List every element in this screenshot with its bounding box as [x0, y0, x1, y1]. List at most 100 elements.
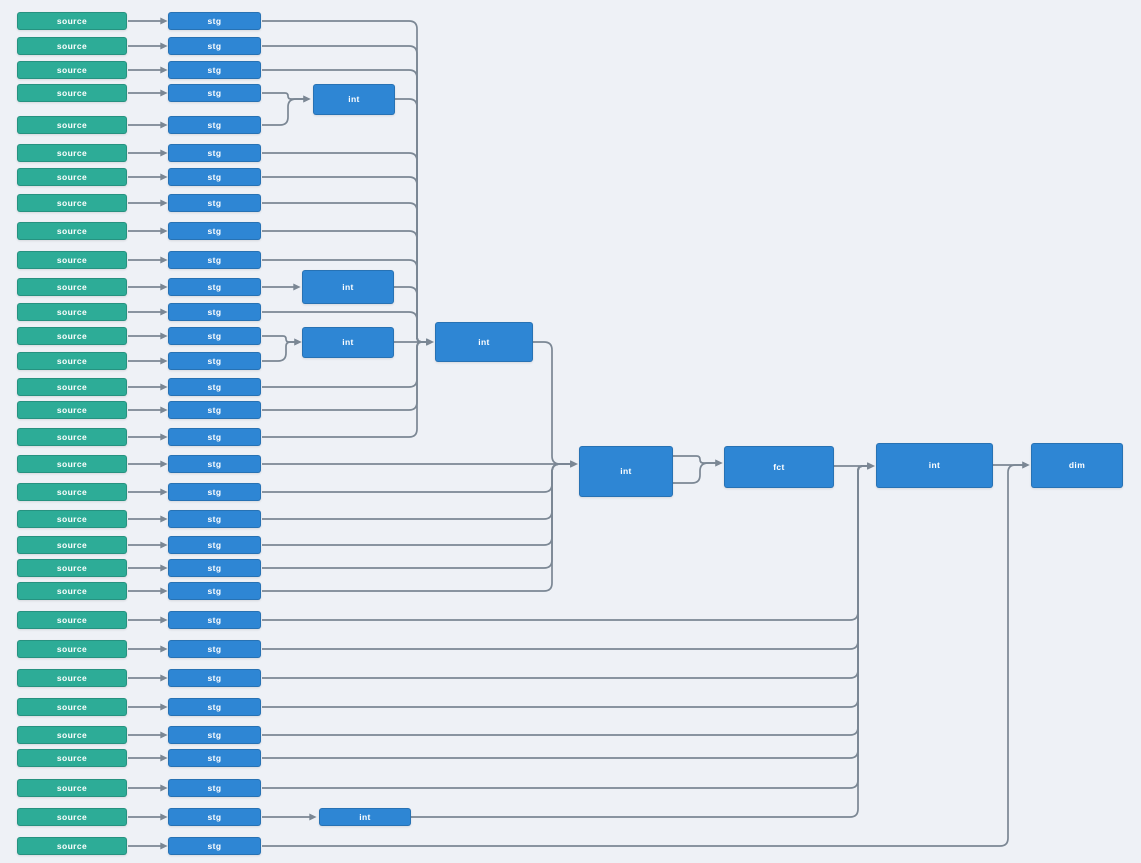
node-source-23[interactable]: source — [17, 582, 127, 600]
node-stg-31[interactable]: stg — [168, 808, 261, 826]
node-label: stg — [207, 431, 222, 442]
node-label: source — [56, 585, 88, 596]
node-int-d[interactable]: int — [435, 322, 533, 362]
node-stg-11[interactable]: stg — [168, 278, 261, 296]
node-label: stg — [207, 281, 222, 292]
node-fct[interactable]: fct — [724, 446, 834, 488]
node-source-17[interactable]: source — [17, 428, 127, 446]
node-label: stg — [207, 15, 222, 26]
node-stg-30[interactable]: stg — [168, 779, 261, 797]
node-stg-4[interactable]: stg — [168, 84, 261, 102]
node-label: source — [56, 752, 88, 763]
node-source-10[interactable]: source — [17, 251, 127, 269]
node-stg-12[interactable]: stg — [168, 303, 261, 321]
edge — [411, 462, 875, 818]
node-stg-14[interactable]: stg — [168, 352, 261, 370]
node-source-9[interactable]: source — [17, 222, 127, 240]
node-stg-17[interactable]: stg — [168, 428, 261, 446]
node-source-20[interactable]: source — [17, 510, 127, 528]
node-label: stg — [207, 486, 222, 497]
node-stg-15[interactable]: stg — [168, 378, 261, 396]
node-source-30[interactable]: source — [17, 779, 127, 797]
node-label: stg — [207, 539, 222, 550]
node-int-e[interactable]: int — [579, 446, 673, 497]
node-source-14[interactable]: source — [17, 352, 127, 370]
node-stg-28[interactable]: stg — [168, 726, 261, 744]
node-source-6[interactable]: source — [17, 144, 127, 162]
node-label: stg — [207, 672, 222, 683]
node-source-27[interactable]: source — [17, 698, 127, 716]
node-stg-7[interactable]: stg — [168, 168, 261, 186]
node-stg-21[interactable]: stg — [168, 536, 261, 554]
node-source-4[interactable]: source — [17, 84, 127, 102]
node-label: source — [56, 782, 88, 793]
edge-group — [128, 17, 1030, 850]
node-stg-25[interactable]: stg — [168, 640, 261, 658]
node-source-16[interactable]: source — [17, 401, 127, 419]
node-source-11[interactable]: source — [17, 278, 127, 296]
node-int-f[interactable]: int — [876, 443, 993, 488]
edge — [262, 460, 578, 592]
node-int-g[interactable]: int — [319, 808, 411, 826]
node-source-18[interactable]: source — [17, 455, 127, 473]
node-stg-22[interactable]: stg — [168, 559, 261, 577]
node-source-5[interactable]: source — [17, 116, 127, 134]
node-stg-32[interactable]: stg — [168, 837, 261, 855]
node-source-13[interactable]: source — [17, 327, 127, 345]
node-source-19[interactable]: source — [17, 483, 127, 501]
node-int-b[interactable]: int — [302, 270, 394, 304]
node-label: source — [56, 840, 88, 851]
node-int-a[interactable]: int — [313, 84, 395, 115]
node-source-15[interactable]: source — [17, 378, 127, 396]
node-label: stg — [207, 585, 222, 596]
node-source-25[interactable]: source — [17, 640, 127, 658]
node-label: source — [56, 225, 88, 236]
node-stg-18[interactable]: stg — [168, 455, 261, 473]
node-source-21[interactable]: source — [17, 536, 127, 554]
node-label: dim — [1068, 460, 1086, 471]
node-stg-26[interactable]: stg — [168, 669, 261, 687]
node-int-c[interactable]: int — [302, 327, 394, 358]
node-stg-23[interactable]: stg — [168, 582, 261, 600]
node-stg-5[interactable]: stg — [168, 116, 261, 134]
node-label: source — [56, 306, 88, 317]
node-source-3[interactable]: source — [17, 61, 127, 79]
node-stg-2[interactable]: stg — [168, 37, 261, 55]
node-source-28[interactable]: source — [17, 726, 127, 744]
node-stg-16[interactable]: stg — [168, 401, 261, 419]
node-stg-20[interactable]: stg — [168, 510, 261, 528]
node-stg-8[interactable]: stg — [168, 194, 261, 212]
node-stg-29[interactable]: stg — [168, 749, 261, 767]
node-stg-19[interactable]: stg — [168, 483, 261, 501]
node-stg-3[interactable]: stg — [168, 61, 261, 79]
node-source-31[interactable]: source — [17, 808, 127, 826]
node-label: int — [342, 281, 354, 292]
node-source-7[interactable]: source — [17, 168, 127, 186]
node-label: source — [56, 729, 88, 740]
node-source-12[interactable]: source — [17, 303, 127, 321]
node-source-32[interactable]: source — [17, 837, 127, 855]
node-stg-6[interactable]: stg — [168, 144, 261, 162]
node-stg-10[interactable]: stg — [168, 251, 261, 269]
node-source-22[interactable]: source — [17, 559, 127, 577]
node-source-24[interactable]: source — [17, 611, 127, 629]
node-label: source — [56, 539, 88, 550]
node-label: source — [56, 701, 88, 712]
node-source-29[interactable]: source — [17, 749, 127, 767]
node-source-1[interactable]: source — [17, 12, 127, 30]
node-stg-1[interactable]: stg — [168, 12, 261, 30]
node-source-8[interactable]: source — [17, 194, 127, 212]
node-stg-9[interactable]: stg — [168, 222, 261, 240]
node-stg-24[interactable]: stg — [168, 611, 261, 629]
node-dim[interactable]: dim — [1031, 443, 1123, 488]
node-stg-27[interactable]: stg — [168, 698, 261, 716]
edge — [262, 95, 311, 126]
node-label: stg — [207, 458, 222, 469]
node-label: stg — [207, 614, 222, 625]
node-source-26[interactable]: source — [17, 669, 127, 687]
node-source-2[interactable]: source — [17, 37, 127, 55]
node-stg-13[interactable]: stg — [168, 327, 261, 345]
node-label: int — [342, 337, 354, 348]
